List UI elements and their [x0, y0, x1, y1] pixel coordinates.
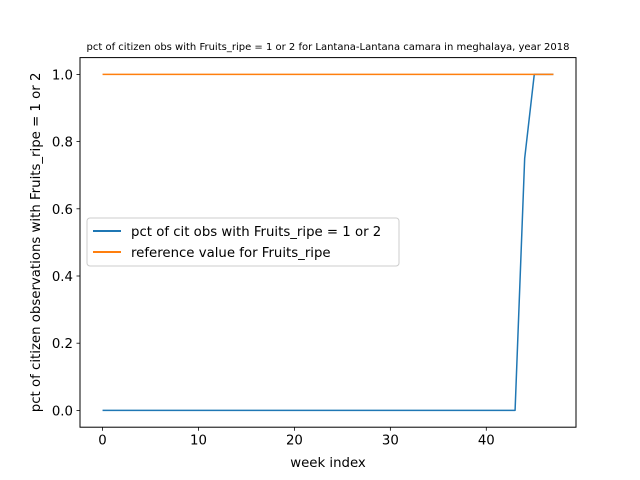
x-axis-ticks: 0 10 20 30 40	[98, 427, 495, 449]
legend-box	[86, 217, 400, 267]
legend: pct of cit obs with Fruits_ripe = 1 or 2…	[86, 217, 400, 267]
series-line-1	[102, 73, 554, 412]
y-tick-label: 0.4	[52, 270, 73, 285]
legend-label-series-1: pct of cit obs with Fruits_ripe = 1 or 2	[131, 225, 381, 240]
y-axis-label: pct of citizen observations with Fruits_…	[29, 73, 44, 413]
legend-label-series-2: reference value for Fruits_ripe	[131, 246, 331, 261]
x-tick-label: 0	[98, 434, 106, 449]
chart-title: pct of citizen obs with Fruits_ripe = 1 …	[87, 42, 570, 53]
plot-lines	[102, 73, 554, 412]
plot-area-frame	[79, 57, 577, 428]
x-tick-label: 10	[190, 434, 207, 449]
x-axis-label: week index	[290, 456, 366, 471]
y-tick-label: 0.6	[52, 203, 73, 218]
y-tick-label: 0.8	[52, 136, 73, 151]
y-tick-label: 0.0	[52, 404, 73, 419]
y-tick-label: 1.0	[52, 68, 73, 83]
x-tick-label: 20	[286, 434, 303, 449]
y-axis-ticks: 0.0 0.2 0.4 0.6 0.8 1.0	[52, 68, 80, 419]
y-tick-label: 0.2	[52, 337, 73, 352]
x-tick-label: 40	[478, 434, 495, 449]
x-tick-label: 30	[382, 434, 399, 449]
